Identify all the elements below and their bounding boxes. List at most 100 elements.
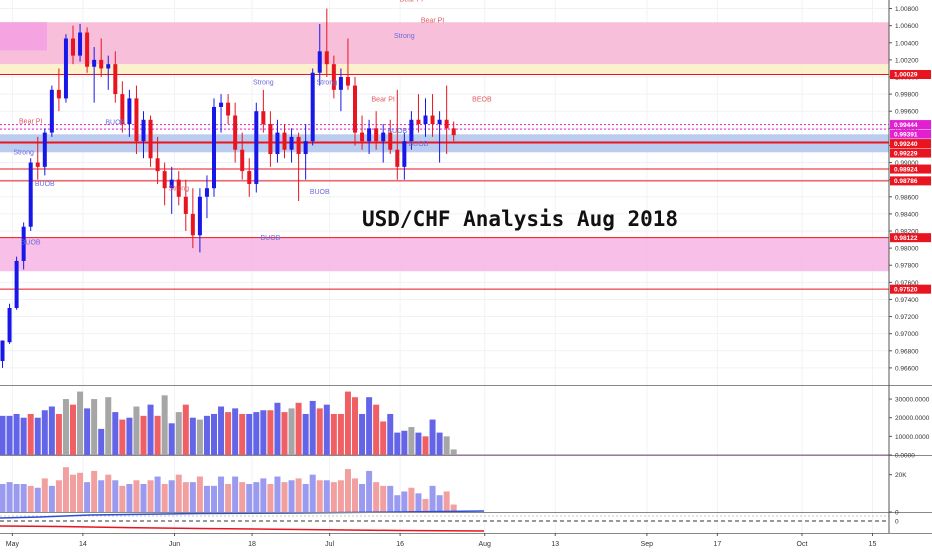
candle-body [169,179,174,189]
candle-body [197,196,202,236]
oscillator-tick-label: 0 [895,510,899,517]
oscillator-bar [154,476,161,512]
oscillator-bar [337,480,344,512]
oscillator-bar [55,480,62,512]
date-tick-label: 18 [248,541,256,548]
volume-bar [373,404,380,455]
oscillator-bar [112,480,119,512]
volume-bar [98,428,105,455]
annotation-label: Bear PI [372,96,395,103]
candle-body [310,72,315,142]
oscillator-bar [6,482,13,512]
candle-body [367,128,372,142]
candle-body [134,98,139,142]
volume-bar [84,408,91,455]
volume-bar [429,419,436,455]
oscillator-bar [387,485,394,512]
oscillator-bar [274,476,281,512]
volume-bar [48,406,55,455]
annotation-label: BUOB [409,141,429,148]
volume-bar [352,397,358,455]
annotation-label: BUOB [387,128,407,135]
volume-bar [274,402,281,455]
candle-body [437,119,442,125]
price-tag-label: 0.98122 [894,235,918,242]
candle-body [78,32,83,56]
bottom-pane [0,510,889,532]
zones [0,22,889,272]
zone-band-accent [0,22,47,51]
volume-bar [20,417,27,455]
date-tick-label: Oct [797,541,808,548]
candle-body [155,158,160,172]
volume-bar [70,404,76,455]
oscillator-bar [443,491,450,512]
candle-body [381,132,386,142]
volume-bar [281,412,288,455]
candle-body [360,132,365,142]
annotation-label: Strong [394,33,415,40]
oscillator-bar [253,482,260,512]
volume-bar [119,419,126,455]
oscillator-bar [119,485,126,512]
volume-tick-label: 30000.0000 [895,397,930,404]
volume-bar [239,413,246,455]
bottom-red-line [0,525,485,532]
price-tag-box [890,70,931,80]
volume-bar [55,413,62,455]
price-tick-label: 1.00800 [895,6,919,13]
price-tag-box [890,164,931,174]
oscillator-bar [105,474,112,512]
price-tag-label: 0.99444 [894,122,918,129]
annotation-label: Strong [316,79,337,86]
price-tick-label: 1.00600 [895,23,919,30]
candle-body [331,64,336,90]
volume-bar [13,413,20,455]
price-tag-label: 0.99229 [894,150,918,157]
oscillator-bar [211,485,217,512]
candle-body [148,119,153,159]
date-tick-label: 14 [79,541,87,548]
candle-body [409,119,414,142]
annotation-label: Strong [13,149,34,156]
candle-body [324,51,329,65]
oscillator-bar [41,478,48,512]
oscillator-bar [330,482,337,512]
oscillator-bar [302,484,309,512]
volume-bar [27,413,34,455]
volume-bar [133,406,140,455]
candle-body [56,89,61,99]
volume-bar [203,415,210,455]
oscillator-bar [161,484,168,512]
candle-body [176,179,181,197]
oscillator-bar [0,484,6,512]
oscillator-bar [429,485,436,512]
price-tick-label: 0.98400 [895,211,919,218]
oscillator-bar [168,480,175,512]
candle-body [303,141,308,154]
candle-body [0,340,5,362]
zone-band [0,237,889,272]
oscillator-bar [189,482,196,512]
price-tag-box [890,129,931,139]
candle-body [296,136,301,154]
oscillator-tick-label: 20K [895,472,907,479]
candle-body [345,77,350,86]
price-tick-label: 0.97000 [895,331,919,338]
candle-body [353,85,357,133]
volume-bar [408,427,415,455]
volume-bar [41,410,48,455]
oscillator-bar [359,484,366,512]
volume-bar [140,415,147,455]
candle-body [233,115,238,150]
candle-body [7,308,12,343]
price-tick-label: 1.00400 [895,40,919,47]
volume-bar [175,412,182,455]
candle-body [113,64,118,95]
volume-bar [218,406,225,455]
oscillator-bar [366,470,373,512]
candle-body [317,51,322,73]
candle-body [388,132,393,150]
oscillator-pane [0,467,457,512]
